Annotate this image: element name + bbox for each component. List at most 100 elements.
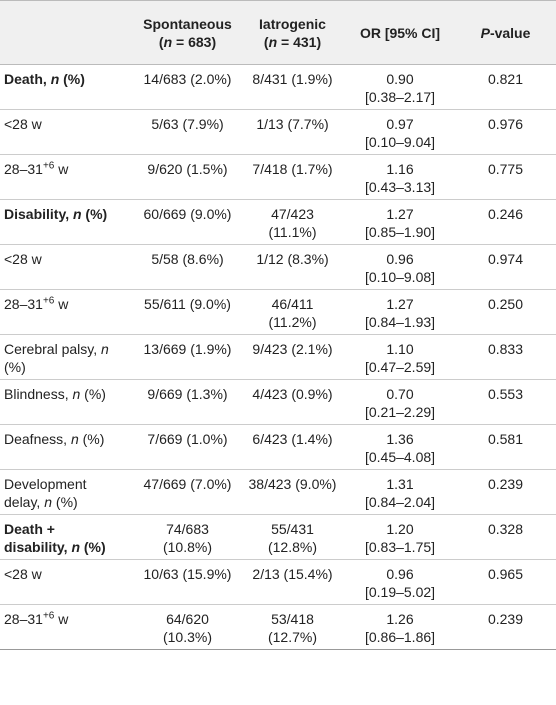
table-cell: 0.833 bbox=[487, 341, 524, 357]
text: ( bbox=[158, 33, 164, 50]
header-cell: OR [95% CI] bbox=[359, 24, 441, 41]
text: Cerebral palsy, bbox=[4, 341, 102, 357]
italic-text: n bbox=[44, 494, 53, 510]
line: 1.16 bbox=[386, 161, 414, 177]
text: (%) bbox=[59, 71, 85, 87]
text: w bbox=[54, 611, 69, 627]
table-cell: 47/669 (7.0%) bbox=[143, 476, 232, 492]
line: [0.21–2.29] bbox=[364, 404, 436, 420]
line: Disability, n (%) bbox=[4, 205, 131, 223]
table-cell: 0.581 bbox=[487, 431, 524, 447]
table-cell: 0.246 bbox=[487, 206, 524, 222]
line: Iatrogenic bbox=[259, 15, 326, 32]
italic-text: n bbox=[268, 33, 278, 50]
italic-text: n bbox=[50, 71, 60, 87]
table-cell: 7/669 (1.0%) bbox=[147, 431, 228, 447]
text: -value bbox=[489, 24, 531, 41]
table-body: Death, n (%) 14/683 (2.0%) 8/431 (1.9%) 0.9… bbox=[0, 65, 556, 650]
table-cell: 9/620 (1.5%) bbox=[147, 161, 228, 177]
table-cell: 0.821 bbox=[487, 71, 524, 87]
table-cell: 55/431 (12.8%) bbox=[240, 515, 345, 560]
text: w bbox=[54, 161, 69, 177]
line: 1.26 bbox=[386, 611, 414, 627]
table-cell: 1.20 [0.83–1.75] bbox=[345, 515, 455, 560]
table-row: Blindness, n (%) 9/669 (1.3%) 4/423 (0.9%)… bbox=[0, 380, 556, 425]
text: (%) bbox=[80, 386, 106, 402]
italic-text: n bbox=[71, 539, 80, 555]
row-label: 28–31+6 w bbox=[0, 605, 135, 650]
table-cell: 1/13 (7.7%) bbox=[256, 116, 329, 132]
table-cell: 1.31 [0.84–2.04] bbox=[345, 470, 455, 515]
text: delay, bbox=[4, 494, 45, 510]
line: (12.7%) bbox=[267, 629, 318, 645]
line: [0.19–5.02] bbox=[364, 584, 436, 600]
table-cell: 1.27 [0.84–1.93] bbox=[345, 290, 455, 335]
line: 1.27 bbox=[386, 296, 414, 312]
table-row: Development delay, n (%) 47/669 (7.0%) 38/4… bbox=[0, 470, 556, 515]
table-cell: 46/411 (11.2%) bbox=[240, 290, 345, 335]
line: [0.83–1.75] bbox=[364, 539, 436, 555]
line: (12.8%) bbox=[267, 539, 318, 555]
line: 47/423 bbox=[271, 206, 314, 222]
line: 1.20 bbox=[386, 521, 414, 537]
table-row: Deafness, n (%) 7/669 (1.0%) 6/423 (1.4%) 1… bbox=[0, 425, 556, 470]
line: [0.10–9.04] bbox=[364, 134, 436, 150]
header-cell: Iatrogenic (n = 431) bbox=[240, 1, 345, 65]
line: (10.3%) bbox=[162, 629, 213, 645]
superscript: +6 bbox=[42, 160, 55, 172]
table-cell: 0.974 bbox=[487, 251, 524, 267]
table-header: Spontaneous (n = 683) Iatrogenic (n = 431) O… bbox=[0, 0, 556, 65]
table-cell: 6/423 (1.4%) bbox=[252, 431, 333, 447]
table-cell: 2/13 (15.4%) bbox=[252, 566, 333, 582]
line: 53/418 bbox=[271, 611, 314, 627]
italic-text: n bbox=[101, 341, 109, 357]
superscript: +6 bbox=[42, 610, 55, 622]
line: (11.2%) bbox=[268, 314, 317, 330]
row-label: Death, n (%) bbox=[0, 65, 135, 110]
line: Blindness, n (%) bbox=[4, 385, 131, 403]
line: (%) bbox=[4, 359, 26, 375]
line: (n = 431) bbox=[244, 33, 341, 51]
line: 55/431 bbox=[271, 521, 314, 537]
table-cell: 1.10 [0.47–2.59] bbox=[345, 335, 455, 380]
line: [0.38–2.17] bbox=[364, 89, 436, 105]
text: disability, bbox=[4, 539, 72, 555]
line: Cerebral palsy, n bbox=[4, 340, 131, 358]
line: [0.10–9.08] bbox=[364, 269, 436, 285]
table-cell: 0.97 [0.10–9.04] bbox=[345, 110, 455, 155]
row-label: Cerebral palsy, n (%) bbox=[0, 335, 135, 380]
table-cell: 38/423 (9.0%) bbox=[248, 476, 337, 492]
line: [0.85–1.90] bbox=[364, 224, 436, 240]
line: (10.8%) bbox=[162, 539, 213, 555]
results-table: Spontaneous (n = 683) Iatrogenic (n = 431) O… bbox=[0, 0, 556, 650]
line: [0.86–1.86] bbox=[364, 629, 436, 645]
line: 1.27 bbox=[386, 206, 414, 222]
text: Death, bbox=[4, 71, 51, 87]
table-cell: 0.965 bbox=[487, 566, 524, 582]
table-cell: 1.26 [0.86–1.86] bbox=[345, 605, 455, 650]
italic-text: n bbox=[70, 431, 79, 447]
table-cell: 1.27 [0.85–1.90] bbox=[345, 200, 455, 245]
line: [0.47–2.59] bbox=[364, 359, 436, 375]
table-cell: 13/669 (1.9%) bbox=[143, 341, 232, 357]
line: P-value bbox=[459, 24, 552, 42]
line: (11.1%) bbox=[268, 224, 317, 240]
table-cell: 4/423 (0.9%) bbox=[252, 386, 333, 402]
text: Disability, bbox=[4, 206, 73, 222]
line: [0.45–4.08] bbox=[364, 449, 436, 465]
line: delay, n (%) bbox=[4, 493, 131, 511]
table-cell: 60/669 (9.0%) bbox=[143, 206, 232, 222]
row-label: <28 w bbox=[4, 116, 42, 132]
text: 28–31 bbox=[4, 296, 43, 312]
text: w bbox=[54, 296, 69, 312]
table-cell: 8/431 (1.9%) bbox=[252, 71, 333, 87]
row-label: Disability, n (%) bbox=[0, 200, 135, 245]
line: 0.97 bbox=[386, 116, 414, 132]
line: [0.43–3.13] bbox=[364, 179, 436, 195]
line: Death, n (%) bbox=[4, 70, 131, 88]
header-cell: P-value bbox=[455, 1, 556, 65]
table-cell: 74/683 (10.8%) bbox=[135, 515, 240, 560]
line: 0.96 bbox=[386, 566, 414, 582]
table-row: <28 w 5/58 (8.6%) 1/12 (8.3%) 0.96 [0.10–9.0… bbox=[0, 245, 556, 290]
